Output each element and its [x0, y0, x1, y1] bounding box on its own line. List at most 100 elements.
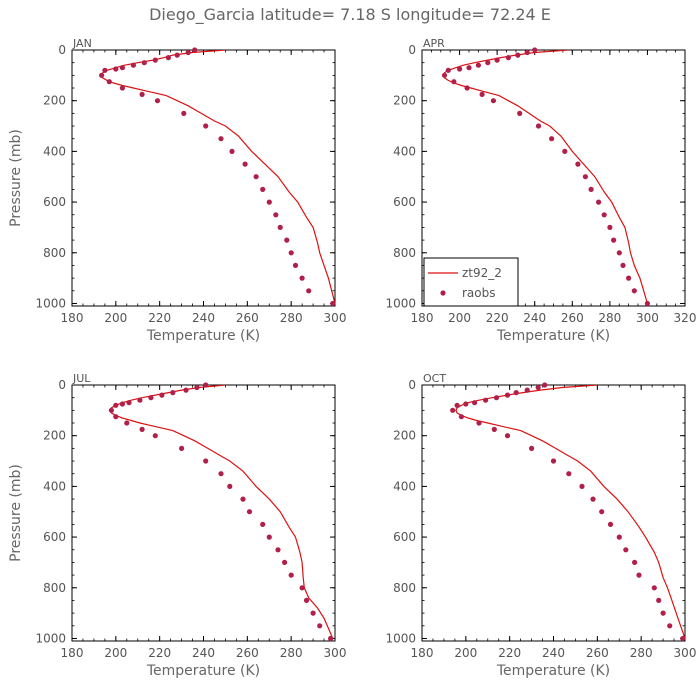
y-tick-label: 0: [58, 43, 66, 57]
panel-oct: 180 200 220 240 260 280 300 0 200 400 600 800 1000 OC…: [385, 372, 696, 679]
x-tick-label: 180: [411, 646, 434, 660]
raobs-point: [620, 262, 626, 268]
raobs-point: [303, 597, 310, 604]
raobs-point: [636, 572, 642, 578]
y-tick-label: 200: [393, 429, 416, 443]
raobs-point: [582, 174, 589, 180]
raobs-point: [535, 384, 541, 391]
raobs-point: [660, 610, 666, 616]
series-line-zt92_2: [455, 385, 685, 639]
panel-title: OCT: [423, 372, 446, 385]
x-tick-label: 300: [636, 311, 659, 325]
raobs-point: [203, 123, 209, 129]
raobs-point: [611, 237, 617, 243]
x-tick-label: 180: [61, 646, 84, 660]
raobs-point: [490, 98, 496, 104]
x-tick-label: 180: [61, 311, 84, 325]
series-line-zt92_2: [100, 50, 335, 304]
raobs-point: [550, 458, 557, 464]
x-tick-label: 220: [148, 311, 171, 325]
y-tick-label: 0: [408, 43, 416, 57]
raobs-point: [152, 433, 158, 439]
x-tick-label: 300: [674, 646, 697, 660]
raobs-point: [515, 52, 521, 58]
raobs-point: [632, 559, 638, 566]
raobs-point: [246, 509, 253, 515]
raobs-point: [517, 110, 523, 116]
plot-frame: [71, 384, 336, 642]
raobs-point: [203, 458, 209, 464]
raobs-point: [99, 72, 105, 78]
raobs-point: [130, 62, 136, 68]
raobs-point: [513, 390, 519, 396]
y-tick-label: 400: [393, 479, 416, 493]
x-axis-label: Temperature (K): [146, 663, 260, 679]
raobs-point: [651, 585, 657, 591]
raobs-point: [463, 401, 469, 407]
y-tick-label: 800: [43, 581, 66, 595]
y-tick-label: 800: [393, 581, 416, 595]
raobs-point: [644, 300, 651, 307]
y-tick-label: 600: [393, 195, 416, 209]
raobs-point: [466, 65, 472, 71]
legend-box: [423, 257, 519, 307]
raobs-point: [119, 65, 125, 71]
raobs-point: [476, 420, 482, 426]
y-tick-label: 1000: [385, 296, 416, 310]
raobs-point: [203, 382, 209, 388]
x-tick-label: 260: [236, 646, 259, 660]
x-tick-label: 240: [192, 646, 215, 660]
raobs-point: [260, 186, 266, 192]
raobs-point: [194, 384, 200, 391]
raobs-point: [108, 407, 114, 413]
raobs-point: [464, 85, 470, 91]
raobs-point: [328, 635, 334, 642]
raobs-point: [148, 395, 154, 401]
x-tick-label: 280: [280, 311, 303, 325]
raobs-point: [616, 250, 622, 256]
raobs-point: [218, 136, 224, 142]
raobs-point: [273, 212, 279, 218]
panel-title: JAN: [72, 37, 92, 50]
raobs-point: [310, 610, 316, 616]
raobs-point: [242, 161, 248, 167]
raobs-point: [529, 445, 535, 451]
raobs-point: [542, 382, 548, 388]
legend-label-model: zt92_2: [462, 266, 502, 280]
raobs-point: [504, 392, 511, 398]
raobs-point: [240, 496, 246, 502]
raobs-point: [253, 174, 259, 180]
raobs-point: [139, 91, 145, 97]
panel-apr: 180 200 220 240 260 280 300 320 0 200 400 600 800 100…: [385, 37, 696, 344]
raobs-point: [119, 401, 125, 407]
raobs-point: [292, 262, 299, 268]
raobs-point: [266, 199, 272, 205]
raobs-point: [124, 420, 130, 426]
raobs-point: [524, 387, 530, 393]
raobs-point: [277, 224, 283, 230]
y-axis-label: Pressure (mb): [8, 464, 24, 562]
raobs-point: [159, 392, 165, 398]
y-tick-label: 0: [58, 378, 66, 392]
x-tick-label: 280: [630, 646, 653, 660]
x-tick-label: 260: [586, 646, 609, 660]
raobs-point: [218, 471, 224, 477]
raobs-point: [524, 49, 530, 56]
figure-title: Diego_Garcia latitude= 7.18 S longitude=…: [149, 5, 551, 25]
raobs-point: [113, 414, 119, 420]
raobs-point: [607, 521, 614, 528]
y-tick-label: 800: [393, 246, 416, 260]
y-tick-label: 1000: [385, 631, 416, 645]
raobs-point: [599, 509, 605, 515]
x-tick-label: 220: [486, 311, 509, 325]
raobs-point: [288, 572, 294, 578]
raobs-point: [306, 288, 312, 294]
raobs-point: [282, 559, 288, 566]
raobs-point: [680, 635, 686, 642]
plot-frame: [421, 384, 686, 642]
raobs-point: [596, 199, 602, 205]
raobs-point: [607, 224, 613, 230]
raobs-point: [454, 402, 460, 408]
x-axis-label: Temperature (K): [496, 328, 610, 344]
raobs-point: [457, 66, 463, 72]
